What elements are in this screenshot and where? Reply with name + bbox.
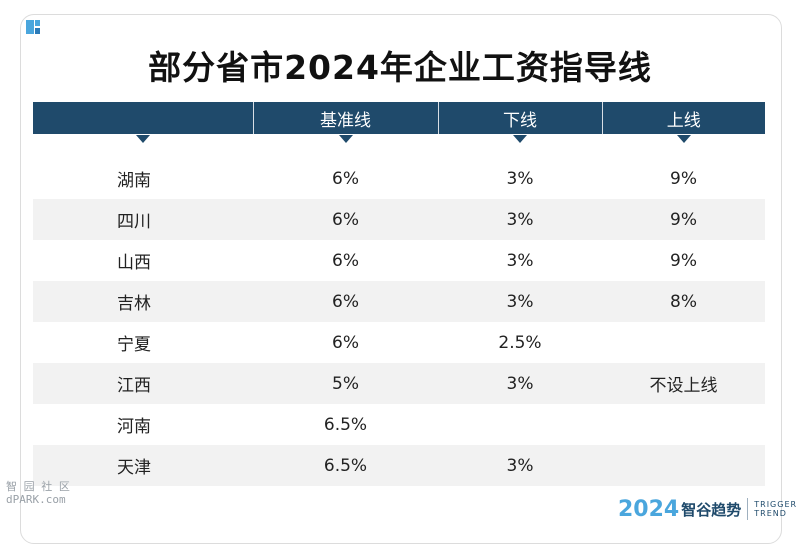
header-arrow-icon [676, 135, 691, 143]
cell-upper [602, 322, 765, 363]
cell-upper [602, 445, 765, 486]
cell-lower: 3% [438, 445, 602, 486]
cell-province: 四川 [33, 199, 253, 240]
header-arrow-icon [135, 135, 150, 143]
cell-base: 6% [253, 281, 438, 322]
cell-lower: 3% [438, 281, 602, 322]
cell-lower: 2.5% [498, 332, 542, 353]
cell-province: 湖南 [117, 171, 151, 191]
brand-year: 2024 [618, 496, 680, 522]
cell-base: 6.5% [253, 445, 438, 486]
cell-lower: 3% [506, 250, 534, 271]
cell-base: 5% [253, 363, 438, 404]
cell-upper [602, 404, 765, 445]
table-row: 天津 6.5% 3% [33, 445, 765, 486]
table-row: 吉林 6% 3% 8% [33, 281, 765, 322]
table-row: 四川 6% 3% 9% [33, 199, 765, 240]
table-row: 山西 6% 3% 9% [33, 240, 765, 281]
table-row: 江西 5% 3% 不设上线 [33, 363, 765, 404]
brand-name: 智谷趋势 [681, 500, 742, 519]
header-base: 基准线 [253, 102, 439, 143]
header-arrow-icon [513, 135, 527, 143]
cell-lower: 3% [438, 363, 602, 404]
cell-upper: 9% [670, 250, 697, 271]
header-base-label: 基准线 [320, 110, 371, 131]
cell-base: 6% [332, 332, 359, 353]
watermark-line2: dPARK.com [6, 493, 66, 506]
cell-base: 6.5% [323, 414, 368, 435]
header-arrow-icon [338, 135, 353, 143]
header-upper-label: 上线 [666, 110, 701, 131]
table-header: 基准线 下线 上线 [33, 102, 765, 143]
cell-upper: 9% [602, 199, 765, 240]
cell-base: 6% [332, 168, 359, 189]
cell-lower: 3% [438, 199, 602, 240]
page-title: 部分省市2024年企业工资指导线 [148, 48, 652, 87]
cell-lower [438, 404, 602, 445]
header-lower: 下线 [438, 102, 603, 143]
header-upper: 上线 [602, 102, 765, 143]
table-row: 河南 6.5% [33, 404, 765, 445]
cell-province: 宁夏 [117, 335, 151, 355]
table-row: 湖南 6% 3% 9% [33, 158, 765, 199]
cell-province: 山西 [117, 253, 151, 273]
corner-logo-icon [26, 20, 40, 34]
table-row: 宁夏 6% 2.5% [33, 322, 765, 363]
brand-logo: 2024 智谷趋势 TRIGGER TREND [618, 494, 797, 524]
brand-en-line1: TRIGGER [754, 500, 798, 509]
cell-province: 江西 [33, 363, 253, 404]
cell-upper: 8% [602, 281, 765, 322]
header-province [33, 102, 254, 143]
header-lower-label: 下线 [503, 110, 537, 131]
table-body: 湖南 6% 3% 9% 四川 6% 3% 9% 山西 6% 3% 9% 吉林 6% 3% 8% 宁夏 6% 2.5%… [33, 134, 765, 486]
cell-lower: 3% [506, 168, 534, 189]
cell-province: 吉林 [33, 281, 253, 322]
cell-province: 河南 [117, 417, 151, 437]
watermark: 智 园 社 区 dPARK.com [6, 480, 70, 506]
cell-base: 6% [253, 199, 438, 240]
wage-guideline-table: 基准线 下线 上线 湖南 6% 3% 9% 四川 6% 3% 9% 山西 6% 3% 9% 吉林 6% 3% 8%… [33, 102, 765, 486]
watermark-line1: 智 园 社 区 [6, 480, 70, 493]
brand-divider [747, 498, 749, 520]
cell-upper: 不设上线 [602, 363, 765, 404]
cell-upper: 9% [670, 168, 697, 189]
cell-base: 6% [332, 250, 359, 271]
brand-en: TRIGGER TREND [754, 500, 797, 518]
cell-province: 天津 [33, 445, 253, 486]
brand-en-line2: TREND [754, 509, 787, 518]
